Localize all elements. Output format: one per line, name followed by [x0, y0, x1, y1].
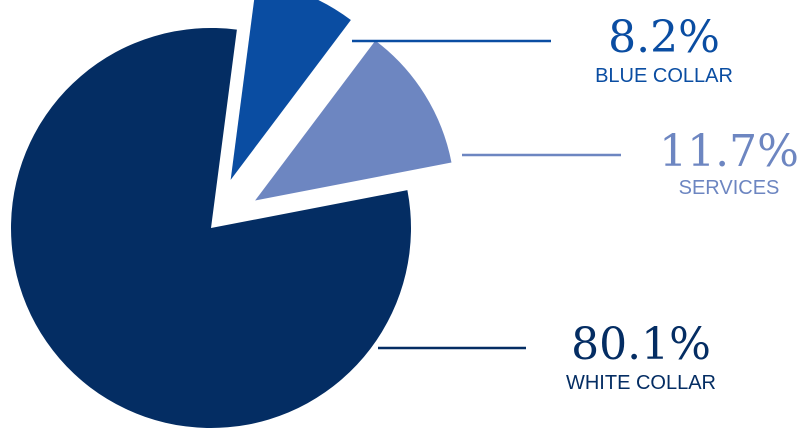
pie-slice-blue-collar — [230, 0, 351, 180]
category-label-white-collar: WHITE COLLAR — [566, 372, 716, 394]
value-label-blue-collar: 8.2% — [608, 12, 720, 63]
pie-slice-white-collar — [10, 27, 411, 428]
category-label-blue-collar: BLUE COLLAR — [595, 65, 733, 87]
pie-slice-services — [255, 40, 452, 201]
value-label-white-collar: 80.1% — [571, 319, 711, 370]
value-label-services: 11.7% — [659, 126, 799, 177]
category-label-services: SERVICES — [679, 177, 780, 199]
